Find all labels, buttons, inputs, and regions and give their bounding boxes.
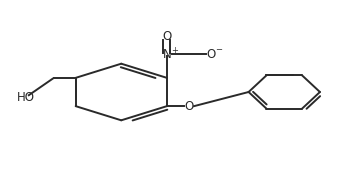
Text: O: O: [162, 30, 172, 43]
Text: O: O: [184, 100, 194, 113]
Text: N: N: [162, 48, 171, 61]
Text: −: −: [215, 46, 222, 55]
Text: O: O: [206, 48, 216, 61]
Text: +: +: [171, 46, 178, 55]
Text: HO: HO: [16, 91, 34, 104]
